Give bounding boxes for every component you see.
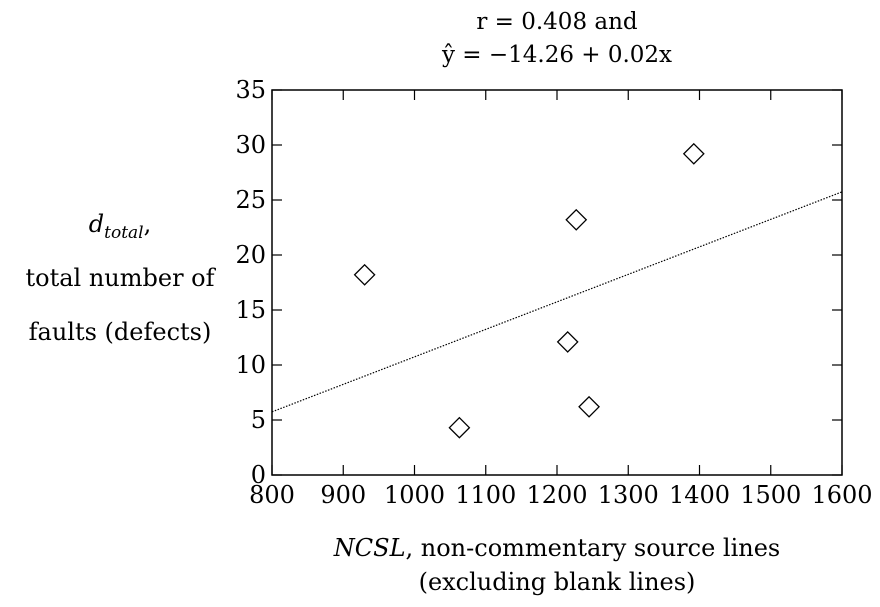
x-tick-label: 1400: [669, 481, 730, 509]
y-label-line-2: total number of: [25, 264, 216, 292]
y-tick-label: 0: [251, 461, 266, 489]
data-point-diamond: [578, 395, 600, 418]
data-points: [353, 142, 705, 439]
x-tick-label: 1100: [455, 481, 516, 509]
y-tick-label: 5: [251, 406, 266, 434]
y-tick-label: 15: [235, 296, 266, 324]
title-line-1: r = 0.408 and: [476, 9, 638, 35]
x-label-line-1: NCSL, non-commentary source lines: [333, 534, 780, 562]
y-tick-label: 20: [235, 241, 266, 269]
data-point-diamond: [556, 330, 579, 353]
x-axis-ticks: 800 900 1000 1100 1200 1300 1400 1500 1600: [249, 90, 873, 509]
data-point-diamond: [353, 263, 376, 286]
y-tick-label: 10: [235, 351, 266, 379]
chart-title: r = 0.408 and ŷ = −14.26 + 0.02x: [441, 9, 672, 68]
x-tick-label: 1000: [384, 481, 445, 509]
x-label-line-2: (excluding blank lines): [419, 568, 696, 596]
x-tick-label: 800: [249, 481, 295, 509]
x-tick-label: 900: [320, 481, 366, 509]
y-axis-ticks: 0 5 10 15 20 25 30 35: [235, 76, 842, 489]
data-point-diamond: [682, 142, 705, 165]
y-tick-label: 35: [235, 76, 266, 104]
y-tick-label: 30: [235, 131, 266, 159]
y-axis-label: dtotal, total number of faults (defects): [25, 210, 216, 346]
x-tick-label: 1600: [811, 481, 872, 509]
x-axis-label: NCSL, non-commentary source lines (exclud…: [333, 534, 780, 596]
y-label-line-1: dtotal,: [89, 210, 152, 243]
x-tick-label: 1300: [598, 481, 659, 509]
x-tick-label: 1500: [740, 481, 801, 509]
data-point-diamond: [565, 208, 588, 231]
y-tick-label: 25: [235, 186, 266, 214]
plot-frame: [271, 89, 843, 476]
regression-line: [271, 191, 843, 413]
y-label-line-3: faults (defects): [29, 318, 212, 346]
x-tick-label: 1200: [526, 481, 587, 509]
data-point-diamond: [448, 416, 471, 439]
title-line-2: ŷ = −14.26 + 0.02x: [441, 42, 672, 68]
